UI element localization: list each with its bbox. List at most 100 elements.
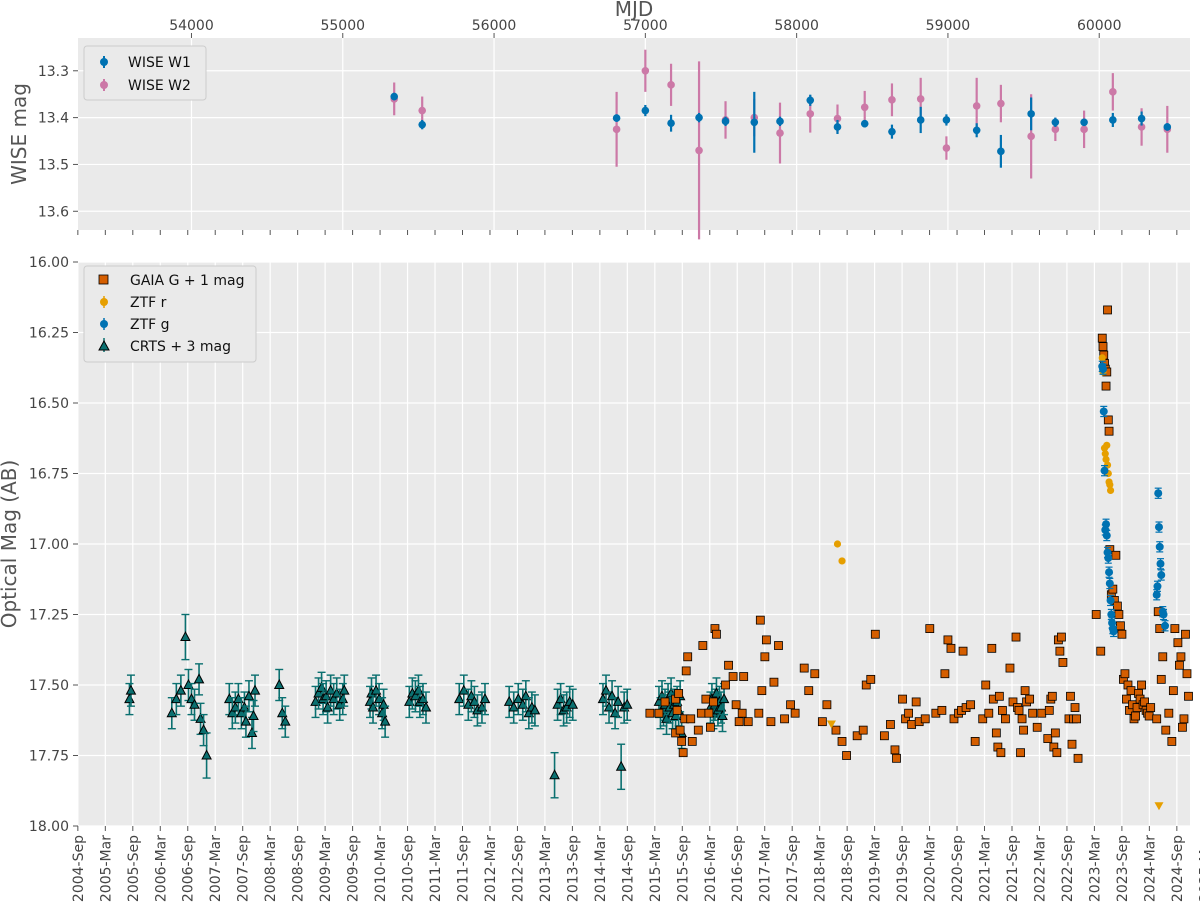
ztf-r-point: [1103, 441, 1111, 449]
gaia-point: [1050, 728, 1060, 738]
mjd-tick-label: 60000: [1077, 18, 1122, 34]
crts-point: [180, 630, 191, 642]
wise-w1-point: [860, 119, 869, 128]
mjd-tick-label: 54000: [169, 18, 214, 34]
gaia-point: [898, 694, 907, 704]
date-tick-label: 2019-Sep: [895, 835, 911, 902]
gaia-point: [1176, 652, 1186, 662]
date-tick-label: 2019-Mar: [868, 835, 884, 902]
ztf-g-point: [1106, 596, 1115, 605]
gaia-point: [1181, 629, 1190, 639]
optical-y-tick-label: 16.25: [29, 326, 69, 342]
gaia-point: [675, 725, 685, 735]
gaia-point: [683, 652, 693, 662]
wise-w2-point: [1109, 88, 1117, 96]
wise-w1-point: [1163, 123, 1172, 131]
ztf-r-legend-marker: [100, 298, 108, 306]
wise-w2-point: [916, 95, 925, 103]
ztf-g-point: [1109, 627, 1118, 636]
wise-w1-point: [1051, 118, 1060, 127]
date-tick-label: 2008-Mar: [263, 835, 279, 902]
gaia-point: [1052, 748, 1062, 758]
ztf-g-point: [1156, 559, 1165, 568]
gaia-point: [1120, 669, 1130, 679]
gaia-point: [892, 753, 901, 763]
gaia-point: [734, 717, 744, 727]
gaia-point: [755, 615, 765, 625]
gaia-point: [678, 748, 688, 758]
date-tick-label: 2021-Mar: [978, 835, 994, 902]
gaia-point: [739, 672, 749, 681]
gaia-point: [966, 700, 976, 710]
gaia-point: [696, 708, 706, 718]
wise-w1-point: [1109, 116, 1117, 124]
wise-w1-point: [997, 147, 1005, 156]
gaia-point: [721, 680, 730, 690]
date-tick-label: 2018-Sep: [840, 835, 856, 902]
gaia-point: [822, 700, 832, 710]
optical-axes: 16.00 16.25 16.50 16.75 17.00 17.25 17.50 17.75…: [29, 255, 1200, 902]
date-tick-label: 2007-Sep: [236, 835, 252, 902]
wise-w2-point: [942, 144, 951, 152]
gaia-point: [1140, 697, 1150, 707]
gaia-point: [1111, 550, 1121, 560]
crts-point: [125, 684, 137, 695]
gaia-point: [810, 669, 820, 679]
gaia-point: [958, 646, 968, 656]
date-tick-label: 2016-Mar: [703, 835, 719, 902]
ztf-g-point: [1155, 542, 1164, 551]
wise-w2-point: [641, 66, 650, 75]
wise-data-marks: [390, 49, 1172, 240]
gaia-point: [1158, 652, 1168, 662]
gaia-point: [1098, 342, 1108, 352]
gaia-point: [842, 751, 851, 760]
wise-panel-background: [78, 38, 1190, 230]
gaia-point: [852, 731, 862, 741]
crts-point: [240, 715, 252, 726]
crts-legend-marker: [98, 339, 110, 351]
gaia-point: [1173, 638, 1183, 648]
date-tick-label: 2008-Sep: [291, 835, 307, 902]
gaia-point: [1103, 415, 1113, 425]
wise-y-tick-label: 13.5: [38, 157, 69, 173]
gaia-point: [925, 624, 935, 633]
wise-w2-point: [667, 81, 675, 89]
date-tick-label: 2024-Sep: [1170, 835, 1186, 902]
date-tick-label: 2014-Mar: [593, 835, 609, 902]
wise-w1-point: [641, 106, 650, 115]
ztf-r-point: [1102, 455, 1110, 463]
wise-w1-point: [1027, 110, 1035, 118]
gaia-point: [858, 725, 868, 735]
wise-w1-point: [1080, 118, 1088, 127]
gaia-point: [1037, 708, 1047, 718]
ztf-g-legend-marker: [100, 320, 108, 328]
wise-w2-point: [418, 106, 426, 115]
date-tick-label: 2004-Sep: [71, 835, 87, 902]
mjd-tick-label: 57000: [623, 18, 668, 34]
gaia-point: [1070, 703, 1080, 712]
ztf-g-point: [1100, 466, 1109, 475]
gaia-point: [1114, 610, 1124, 619]
gaia-point: [737, 708, 747, 718]
ztf-r-upper-limit: [826, 720, 836, 729]
gaia-point: [1008, 697, 1018, 707]
gaia-point: [1170, 624, 1180, 633]
gaia-point: [981, 680, 991, 690]
gaia-point: [1044, 705, 1054, 715]
ztf-g-point: [1154, 489, 1163, 498]
gaia-point: [780, 714, 789, 724]
date-tick-label: 2005-Sep: [126, 835, 142, 902]
gaia-point: [1182, 669, 1192, 679]
mjd-tick-label: 56000: [472, 18, 517, 34]
gaia-point: [1164, 708, 1174, 718]
wise-w1-point: [695, 113, 703, 122]
date-tick-label: 2009-Mar: [318, 835, 334, 902]
gaia-point: [1091, 610, 1101, 619]
gaia-point: [1131, 711, 1140, 721]
date-tick-label: 2017-Mar: [758, 835, 774, 902]
gaia-point: [743, 717, 753, 727]
crts-point: [338, 684, 350, 695]
optical-data-marks: [124, 305, 1193, 811]
gaia-point: [1178, 722, 1187, 732]
gaia-point: [1055, 646, 1065, 656]
